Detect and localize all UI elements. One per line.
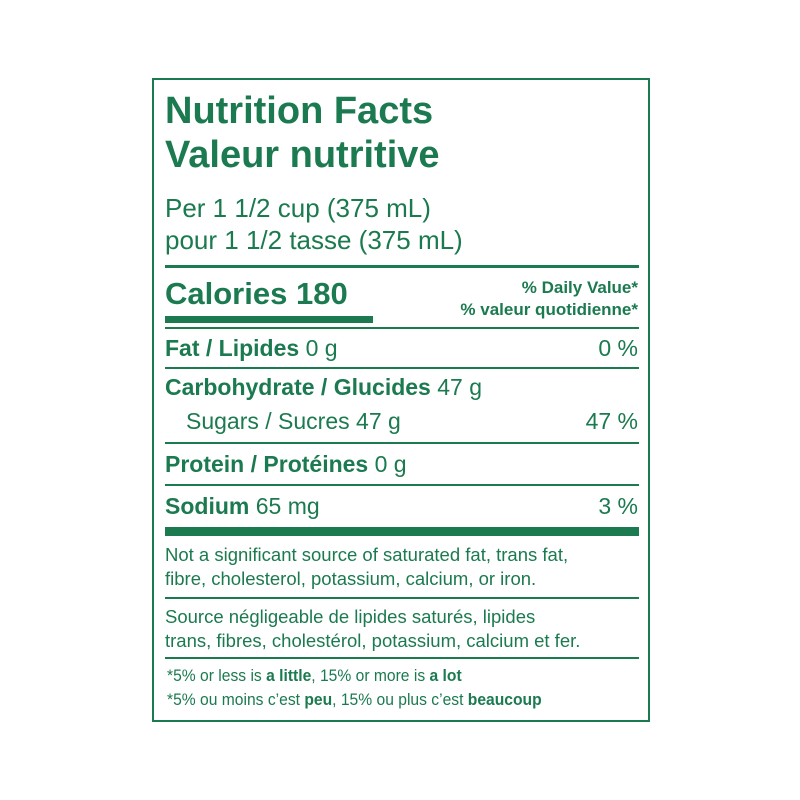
nutrient-sugars: Sugars / Sucres 47 g (186, 408, 401, 434)
divider (165, 327, 639, 329)
calories: Calories 180 (165, 278, 348, 309)
note-fr-2: trans, fibres, cholestérol, potassium, c… (165, 630, 581, 651)
nutrient-fat: Fat / Lipides 0 g (165, 335, 338, 361)
divider (165, 597, 639, 599)
nutrient-protein: Protein / Protéines 0 g (165, 451, 407, 477)
calories-bar (165, 316, 373, 323)
calories-value: 180 (295, 276, 348, 311)
dv-header-fr: % valeur quotidienne* (460, 300, 638, 319)
dv-fat: 0 % (598, 335, 638, 361)
footnote-fr: *5% ou moins c’est peu, 15% ou plus c’es… (167, 690, 542, 709)
dv-header-en: % Daily Value* (521, 278, 638, 297)
nutrient-sodium: Sodium 65 mg (165, 493, 320, 519)
divider (165, 484, 639, 486)
divider (165, 657, 639, 659)
note-fr-1: Source négligeable de lipides saturés, l… (165, 606, 536, 627)
calories-label: Calories (165, 276, 288, 311)
footnote-en: *5% or less is a little, 15% or more is … (167, 666, 462, 685)
nutrient-carbohydrate: Carbohydrate / Glucides 47 g (165, 374, 483, 400)
title-fr: Valeur nutritive (165, 134, 440, 176)
note-en-1: Not a significant source of saturated fa… (165, 544, 569, 565)
serving-en: Per 1 1/2 cup (375 mL) (165, 193, 431, 223)
note-en-2: fibre, cholesterol, potassium, calcium, … (165, 568, 537, 589)
divider (165, 265, 639, 268)
nutrition-facts-table (152, 78, 650, 722)
divider (165, 367, 639, 369)
serving-fr: pour 1 1/2 tasse (375 mL) (165, 225, 463, 255)
dv-sugars: 47 % (585, 408, 638, 434)
divider (165, 442, 639, 444)
title-en: Nutrition Facts (165, 90, 434, 132)
thick-divider (165, 527, 639, 536)
dv-sodium: 3 % (598, 493, 638, 519)
